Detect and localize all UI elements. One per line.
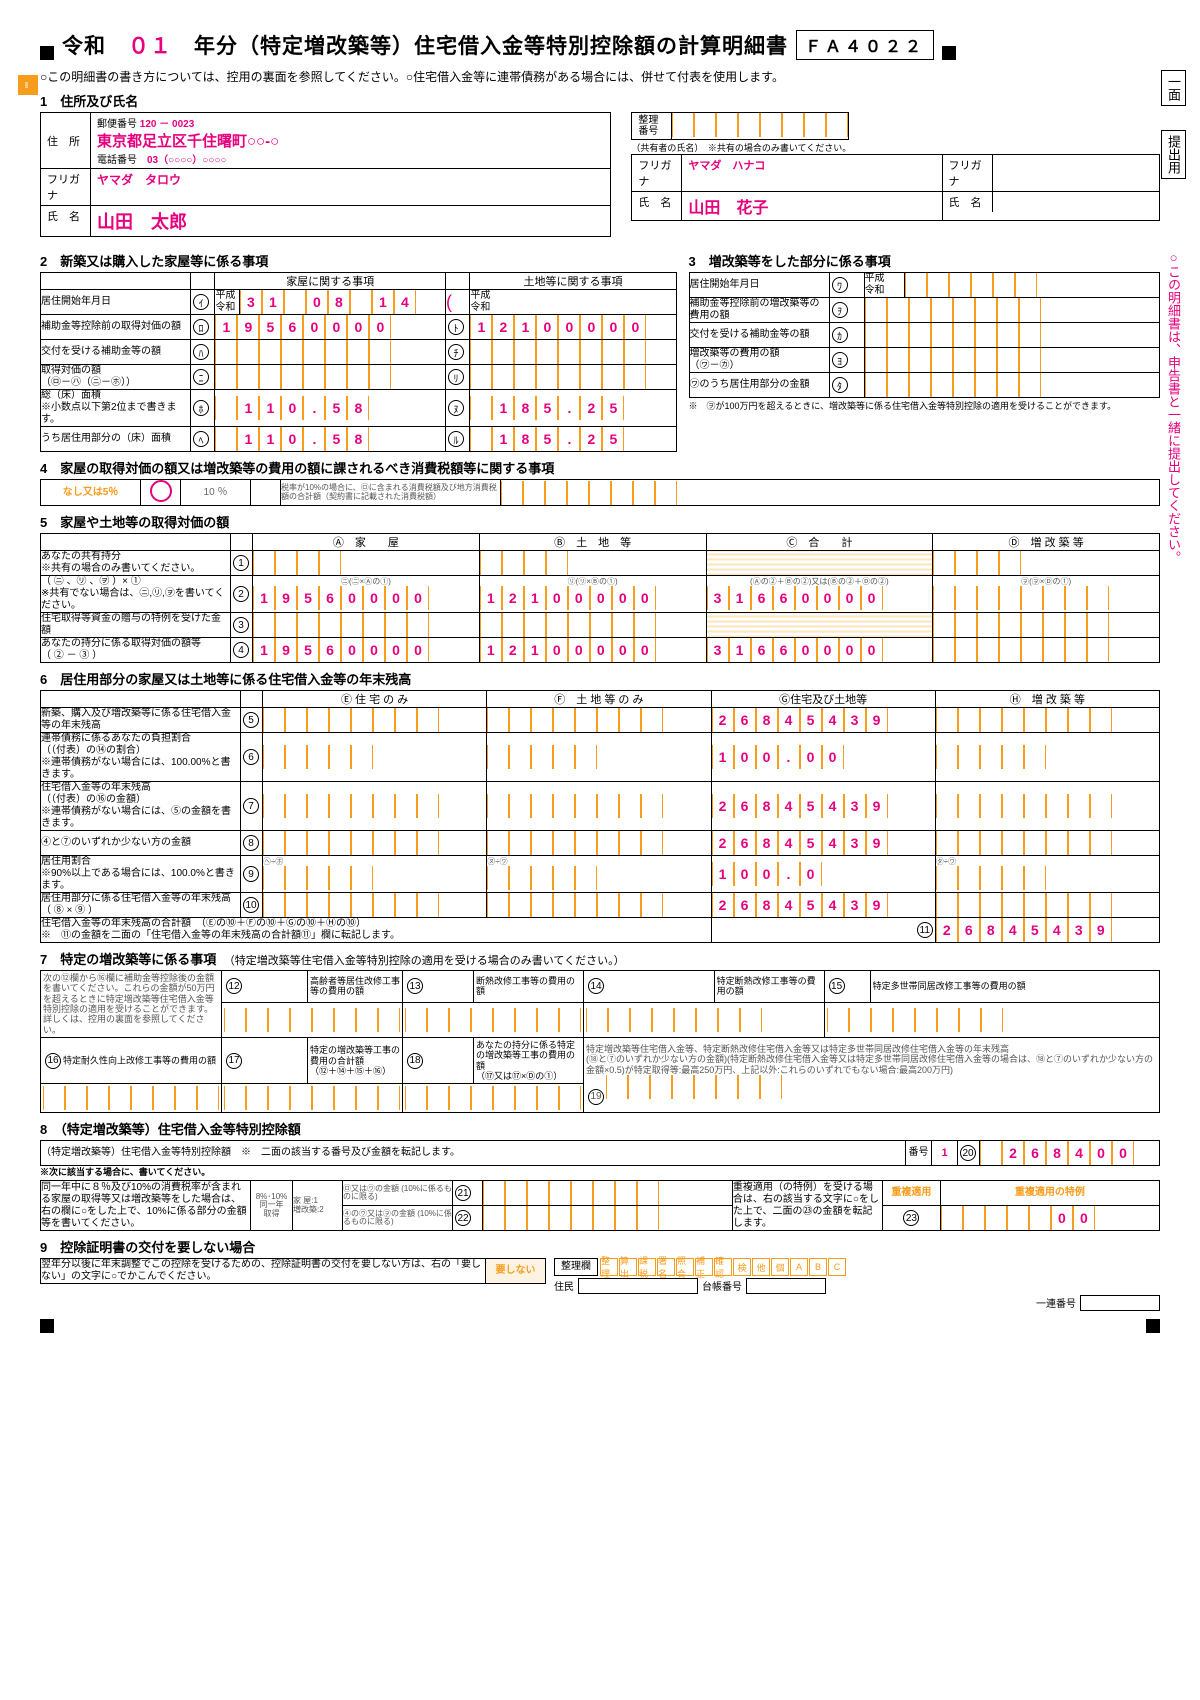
s7-table: 次の⑫欄から⑯欄に補助金等控除後の金額を書いてください。これらの金額が50万円を… <box>40 970 1160 1113</box>
s3-title: 3 増改築等をした部分に係る事項 <box>689 251 1160 270</box>
side-page-label: 一面 <box>1161 70 1186 106</box>
s4-title: 4 家屋の取得対価の額又は増改築等の費用の額に課されるべき消費税額等に関する事項 <box>40 458 1160 477</box>
side-submit-label: 提出用 <box>1161 130 1186 179</box>
s2-title: 2 新築又は購入した家屋等に係る事項 <box>40 251 677 270</box>
applicant-box: 住 所 郵便番号 120 － 0023 東京都足立区千住曙町○○-○ 電話番号 … <box>40 112 611 237</box>
s6-table: Ⓔ 住 宅 の みⒻ 土 地 等 の みⒼ住宅及び土地等Ⓗ 増 改 築 等 新築… <box>40 690 1160 943</box>
s5-table: Ⓐ 家 屋Ⓑ 土 地 等Ⓒ 合 計Ⓓ 増 改 築 等 あなたの共有持分 ※共有の… <box>40 533 1160 663</box>
s6-title: 6 居住用部分の家屋又は土地等に係る住宅借入金等の年末残高 <box>40 669 1160 688</box>
form-code: ＦＡ４０２２ <box>796 30 934 60</box>
s1-title: 1 住所及び氏名 <box>40 91 1160 110</box>
s5-title: 5 家屋や土地等の取得対価の額 <box>40 512 1160 531</box>
s8b-table: 同一年中に８％及び10%の消費税率が含まれる家屋の取得等又は増改築等をした場合は… <box>40 1180 1160 1231</box>
s3-table: 居住開始年月日ﾜ平成 令和 補助金等控除前の増改築等の費用の額ｦ 交付を受ける補… <box>689 272 1160 398</box>
side-instruction: ○この明細書は、申告書と一緒に提出してください。 <box>1164 250 1182 564</box>
corner-tag: ≡ <box>18 75 38 95</box>
header: 令和 ０１ 年分（特定増改築等）住宅借入金等特別控除額の計算明細書 ＦＡ４０２２ <box>40 30 1160 60</box>
s9-title: 9 控除証明書の交付を要しない場合 <box>40 1237 1160 1256</box>
s7-title: 7 特定の増改築等に係る事項 （特定増改築等住宅借入金等特別控除の適用を受ける場… <box>40 949 1160 968</box>
s4-table: なし又は5％ 10 ％ 税率が10%の場合に、㋺に含まれる消費税額及び地方消費税… <box>40 479 1160 506</box>
s8-table: （特定増改築等）住宅借入金等特別控除額 ※ 二面の該当する番号及び金額を転記しま… <box>40 1140 1160 1166</box>
top-note: ○この明細書の書き方については、控用の裏面を参照してください。○住宅借入金等に連… <box>40 68 1160 85</box>
s2-table: 家屋に関する事項土地等に関する事項 居住開始年月日ｲ平成 令和310814(平成… <box>40 272 677 452</box>
s9-table: 翌年分以後に年末調整でこの控除を受けるための、控除証明書の交付を要しない方は、右… <box>40 1258 546 1284</box>
s8-title: 8 （特定増改築等）住宅借入金等特別控除額 <box>40 1119 1160 1138</box>
